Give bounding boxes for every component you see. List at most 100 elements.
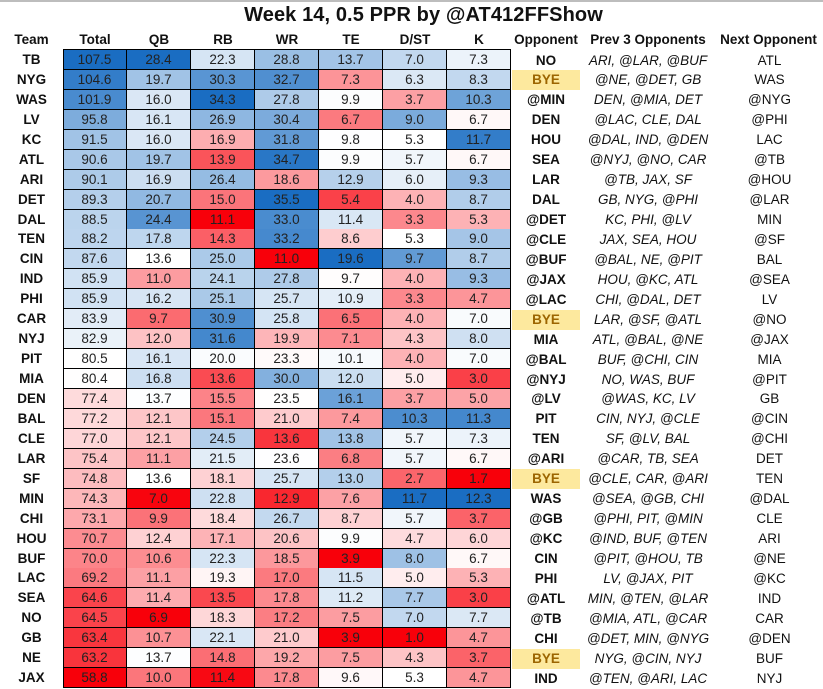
cell-te: 13.7 [319, 50, 383, 70]
table-row: 88.2 17.8 14.3 33.2 8.6 5.3 9.0 [63, 229, 511, 250]
prev-opponents-label: BUF, @CHI, CIN [597, 351, 699, 367]
cell-dst: 4.0 [383, 309, 447, 330]
team-label: SEA [17, 590, 46, 606]
cell-rb: 19.3 [191, 568, 255, 589]
next-opponent-label: DET [756, 451, 783, 467]
cell-te: 11.5 [319, 568, 383, 589]
cell-qb: 10.6 [127, 548, 191, 569]
opponent-label: @LV [531, 391, 561, 407]
team-label: BAL [17, 410, 46, 426]
table-row: 77.2 12.1 15.1 21.0 7.4 10.3 11.3 [63, 408, 511, 429]
cell-dst: 5.7 [383, 428, 447, 449]
cell-wr: 13.6 [255, 428, 319, 449]
cell-te: 7.5 [319, 648, 383, 669]
team-label: TEN [18, 231, 45, 247]
team-label: CIN [19, 251, 44, 267]
cell-total: 77.2 [63, 408, 127, 429]
cell-wr: 11.0 [255, 249, 319, 270]
cell-rb: 26.4 [191, 169, 255, 190]
table-row: 101.9 16.0 34.3 27.8 9.9 3.7 10.3 [63, 89, 511, 110]
table-row: 63.2 13.7 14.8 19.2 7.5 4.3 3.7 [63, 648, 511, 669]
next-opponent-label: @SEA [749, 271, 790, 287]
prev-opponents-label: ATL, @BAL, @NE [592, 331, 704, 347]
table-row: 104.6 19.7 30.3 32.7 7.3 6.3 8.3 [63, 69, 511, 90]
table-row: 87.6 13.6 25.0 11.0 19.6 9.7 8.7 [63, 249, 511, 270]
cell-total: 69.2 [63, 568, 127, 589]
cell-dst: 5.0 [383, 568, 447, 589]
opponent-label: @TB [530, 610, 562, 626]
cell-k: 3.0 [447, 588, 511, 609]
next-opponent-label: @CHI [751, 431, 788, 447]
cell-rb: 25.0 [191, 249, 255, 270]
opponent-label: DEN [531, 112, 561, 128]
bye-badge: BYE [512, 469, 580, 490]
team-label: ATL [18, 151, 45, 167]
opponent-label: @MIN [527, 92, 565, 108]
column-header: Opponent [514, 32, 578, 47]
table-row: 90.1 16.9 26.4 18.6 12.9 6.0 9.3 [63, 169, 511, 190]
cell-qb: 16.0 [127, 89, 191, 110]
column-header: D/ST [399, 32, 431, 47]
cell-k: 7.7 [447, 608, 511, 629]
cell-total: 58.8 [63, 668, 127, 689]
cell-dst: 3.3 [383, 209, 447, 230]
cell-rb: 11.4 [191, 668, 255, 689]
cell-wr: 20.6 [255, 528, 319, 549]
opponent-label: @KC [529, 531, 563, 547]
cell-total: 90.1 [63, 169, 127, 190]
cell-total: 107.5 [63, 50, 127, 70]
table-row: 70.7 12.4 17.1 20.6 9.9 4.7 6.0 [63, 528, 511, 549]
team-label: LAC [17, 570, 46, 586]
cell-wr: 25.7 [255, 468, 319, 489]
opponent-label: PIT [535, 411, 557, 427]
prev-opponents-label: @IND, BUF, @TEN [589, 531, 707, 547]
cell-k: 7.3 [447, 428, 511, 449]
cell-total: 80.4 [63, 369, 127, 390]
cell-total: 88.2 [63, 229, 127, 250]
next-opponent-label: @LAR [749, 192, 790, 208]
cell-wr: 25.8 [255, 309, 319, 330]
next-opponent-label: @KC [753, 570, 786, 586]
team-label: LV [23, 111, 40, 127]
prev-opponents-label: @LAC, CLE, DAL [594, 112, 702, 128]
cell-rb: 26.9 [191, 109, 255, 130]
team-label: WAS [16, 91, 47, 107]
cell-total: 83.9 [63, 309, 127, 330]
cell-k: 8.3 [447, 69, 511, 90]
prev-opponents-label: @SEA, @GB, CHI [591, 491, 705, 507]
next-opponent-label: @PIT [752, 371, 787, 387]
cell-rb: 24.5 [191, 428, 255, 449]
cell-dst: 5.7 [383, 508, 447, 529]
cell-wr: 27.8 [255, 89, 319, 110]
opponent-label: MIA [533, 331, 559, 347]
cell-te: 7.5 [319, 608, 383, 629]
cell-total: 89.3 [63, 189, 127, 210]
cell-k: 3.0 [447, 369, 511, 390]
opponent-label: NO [535, 52, 557, 68]
cell-k: 9.3 [447, 269, 511, 290]
opponent-label: @JAX [526, 271, 566, 287]
cell-te: 3.9 [319, 628, 383, 649]
cell-k: 4.7 [447, 289, 511, 310]
table-row: 89.3 20.7 15.0 35.5 5.4 4.0 8.7 [63, 189, 511, 210]
cell-rb: 22.3 [191, 50, 255, 70]
prev-opponents-label: @PIT, @HOU, TB [593, 551, 703, 566]
prev-opponents-label: @CAR, TB, SEA [597, 451, 699, 467]
team-label: BUF [17, 550, 46, 566]
cell-dst: 4.0 [383, 349, 447, 370]
opponent-label: LAR [532, 172, 560, 188]
cell-k: 7.0 [447, 349, 511, 370]
next-opponent-label: @NYG [748, 92, 791, 108]
cell-total: 90.6 [63, 149, 127, 170]
opponent-label: @GB [529, 511, 563, 527]
prev-opponents-label: @BAL, NE, @PIT [594, 251, 702, 267]
cell-wr: 23.3 [255, 349, 319, 370]
prev-opponents-label: NYG, @CIN, NYJ [594, 650, 702, 666]
team-label: NE [22, 650, 41, 666]
cell-qb: 10.7 [127, 628, 191, 649]
cell-k: 8.0 [447, 329, 511, 350]
cell-rb: 22.3 [191, 548, 255, 569]
cell-wr: 33.0 [255, 209, 319, 230]
next-opponent-label: MIN [757, 212, 782, 228]
cell-qb: 13.7 [127, 388, 191, 409]
